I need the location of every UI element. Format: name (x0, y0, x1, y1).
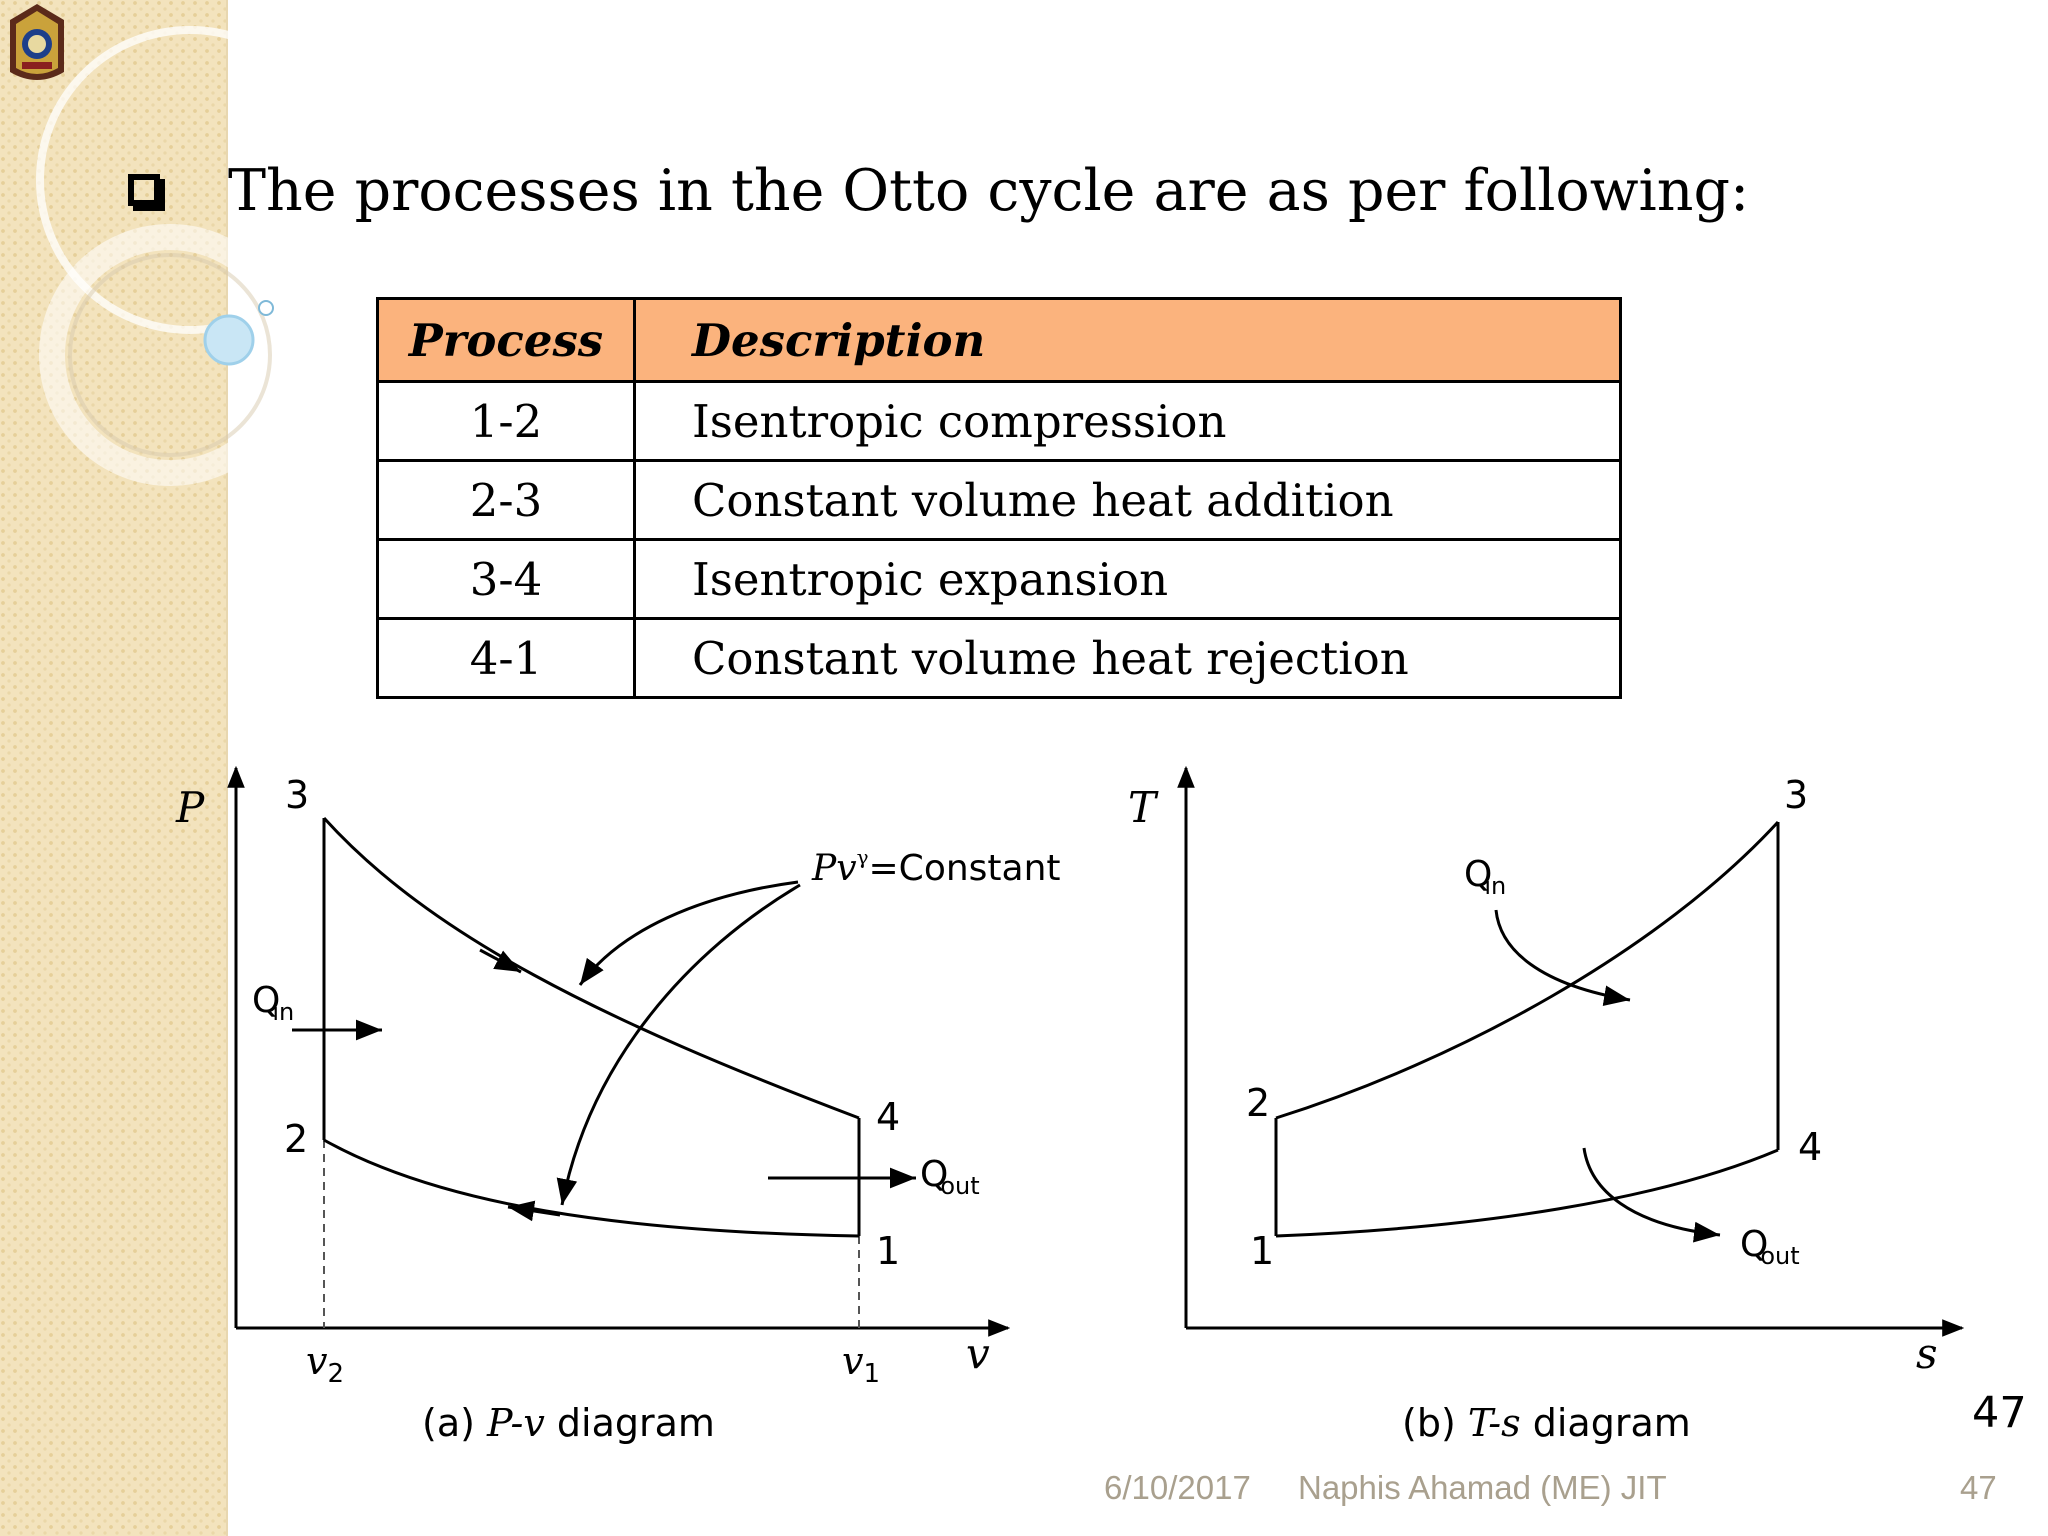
bullet-checkbox-icon (128, 174, 160, 206)
ts-q-in-arrow (1494, 909, 1631, 1006)
pv-x-axis-label: v (966, 1329, 990, 1378)
ts-diagram: T s 2 1 3 4 Qin Qout (b) T-s diagram (1128, 765, 1965, 1445)
expansion-direction-arrow (479, 948, 522, 974)
v2-label: v2 (306, 1339, 344, 1389)
process-cell: 3-4 (376, 538, 636, 620)
table-row: 1-2 Isentropic compression (376, 380, 1622, 462)
footer-author: Naphis Ahamad (ME) JIT (1298, 1469, 1667, 1506)
ts-heat-rejection-curve (1275, 1148, 1779, 1238)
process-cell: 4-1 (376, 617, 636, 699)
ts-q-in-label: Qin (1464, 854, 1506, 900)
ts-heat-addition-curve (1275, 820, 1780, 1120)
university-logo (10, 4, 64, 80)
pv-point-4: 4 (876, 1095, 900, 1139)
ts-q-out-label: Qout (1740, 1224, 1800, 1270)
isentropic-equation-label: Pvγ=Constant (811, 845, 1061, 889)
ts-x-axis-label: s (1916, 1329, 1938, 1378)
ts-caption: (b) T-s diagram (1402, 1401, 1691, 1445)
decorative-rings (36, 26, 330, 486)
pv-point-2: 2 (284, 1117, 308, 1161)
pv-caption: (a) P-v diagram (422, 1401, 715, 1445)
description-cell: Constant volume heat rejection (633, 617, 1622, 699)
ts-point-1: 1 (1250, 1229, 1274, 1273)
process-cell: 1-2 (376, 380, 636, 462)
ts-y-axis-label: T (1128, 783, 1159, 832)
footer-date: 6/10/2017 (1104, 1469, 1251, 1506)
process-cell: 2-3 (376, 459, 636, 541)
compression-curve (323, 1138, 860, 1238)
ts-point-4: 4 (1798, 1125, 1822, 1169)
footer-page-number: 47 (1960, 1469, 1997, 1506)
description-cell: Isentropic expansion (633, 538, 1622, 620)
ts-point-3: 3 (1784, 773, 1808, 817)
slide-number: 47 (1972, 1388, 2027, 1438)
pv-diagram: P v 3 2 4 1 v2 v1 Qin Qout (175, 765, 1061, 1445)
pv-y-axis-label: P (175, 783, 205, 832)
pv-point-3: 3 (285, 773, 309, 817)
description-cell: Isentropic compression (633, 380, 1622, 462)
ts-point-2: 2 (1246, 1081, 1270, 1125)
v1-label: v1 (842, 1339, 880, 1389)
table-header-row: Process Description (376, 297, 1622, 383)
pv-q-out-label: Qout (920, 1154, 980, 1200)
pv-q-in-label: Qin (252, 980, 294, 1026)
description-cell: Constant volume heat addition (633, 459, 1622, 541)
process-table: Process Description 1-2 Isentropic compr… (376, 297, 1622, 699)
equation-pointer-upper (578, 880, 799, 986)
equation-pointer-lower (556, 883, 801, 1206)
column-header-description: Description (633, 297, 1622, 383)
compression-direction-arrow (507, 1200, 561, 1222)
slide-heading: The processes in the Otto cycle are as p… (228, 158, 1750, 224)
expansion-curve (322, 816, 860, 1120)
ts-q-out-arrow (1582, 1147, 1721, 1243)
column-header-process: Process (376, 297, 636, 383)
table-row: 2-3 Constant volume heat addition (376, 459, 1622, 541)
pv-point-1: 1 (876, 1229, 900, 1273)
table-row: 3-4 Isentropic expansion (376, 538, 1622, 620)
table-row: 4-1 Constant volume heat rejection (376, 617, 1622, 699)
